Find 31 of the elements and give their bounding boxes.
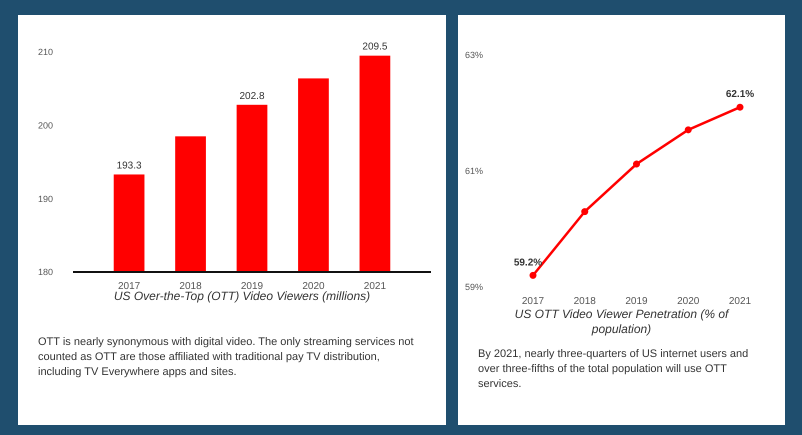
x-tick-label: 2020: [302, 281, 326, 292]
point: [581, 208, 588, 216]
text: By 2021, nearly three-quarters of US internet users and over three-fifths of the total population will use OTT services.: [478, 348, 748, 390]
y-tick-label: 210: [38, 47, 53, 58]
point: [684, 126, 692, 134]
x-tick-label: 2020: [677, 296, 700, 307]
data-label: 202.8: [239, 90, 265, 102]
text: OTT is nearly synonymous with digital video. The only streaming services not counted as OTT are those affiliated with traditional pay TV distribution, including TV Everywhere apps and sites.: [38, 336, 414, 378]
x-tick-label: 2021: [728, 296, 752, 307]
x-tick-label: 2019: [240, 281, 264, 292]
data-label: 62.1%: [726, 89, 754, 100]
y-tick-label: 63%: [464, 50, 483, 60]
x-tick-label: 2017: [522, 296, 545, 307]
x-tick-label: 2017: [118, 281, 141, 292]
text: US OTT Video Viewer Penetration (% of population): [514, 307, 730, 336]
x-tick-label: 2021: [364, 281, 386, 292]
y-tick-label: 200: [38, 120, 53, 130]
point: [736, 104, 744, 111]
data-label: 59.2%: [514, 257, 542, 268]
y-tick-label: 180: [38, 267, 53, 278]
point: [530, 272, 536, 279]
point: [633, 160, 640, 168]
y-tick-label: 61%: [464, 166, 483, 176]
x-tick-label: 2019: [625, 296, 648, 307]
y-tick-label: 190: [38, 194, 53, 204]
data-label: 193.3: [116, 160, 142, 172]
x-tick-label: 2018: [179, 281, 202, 292]
y-tick-label: 59%: [464, 282, 483, 292]
text: US Over-the-Top (OTT) Video Viewers (millions): [114, 289, 370, 303]
x-tick-label: 2018: [574, 296, 596, 307]
data-label: 209.5: [362, 42, 388, 53]
